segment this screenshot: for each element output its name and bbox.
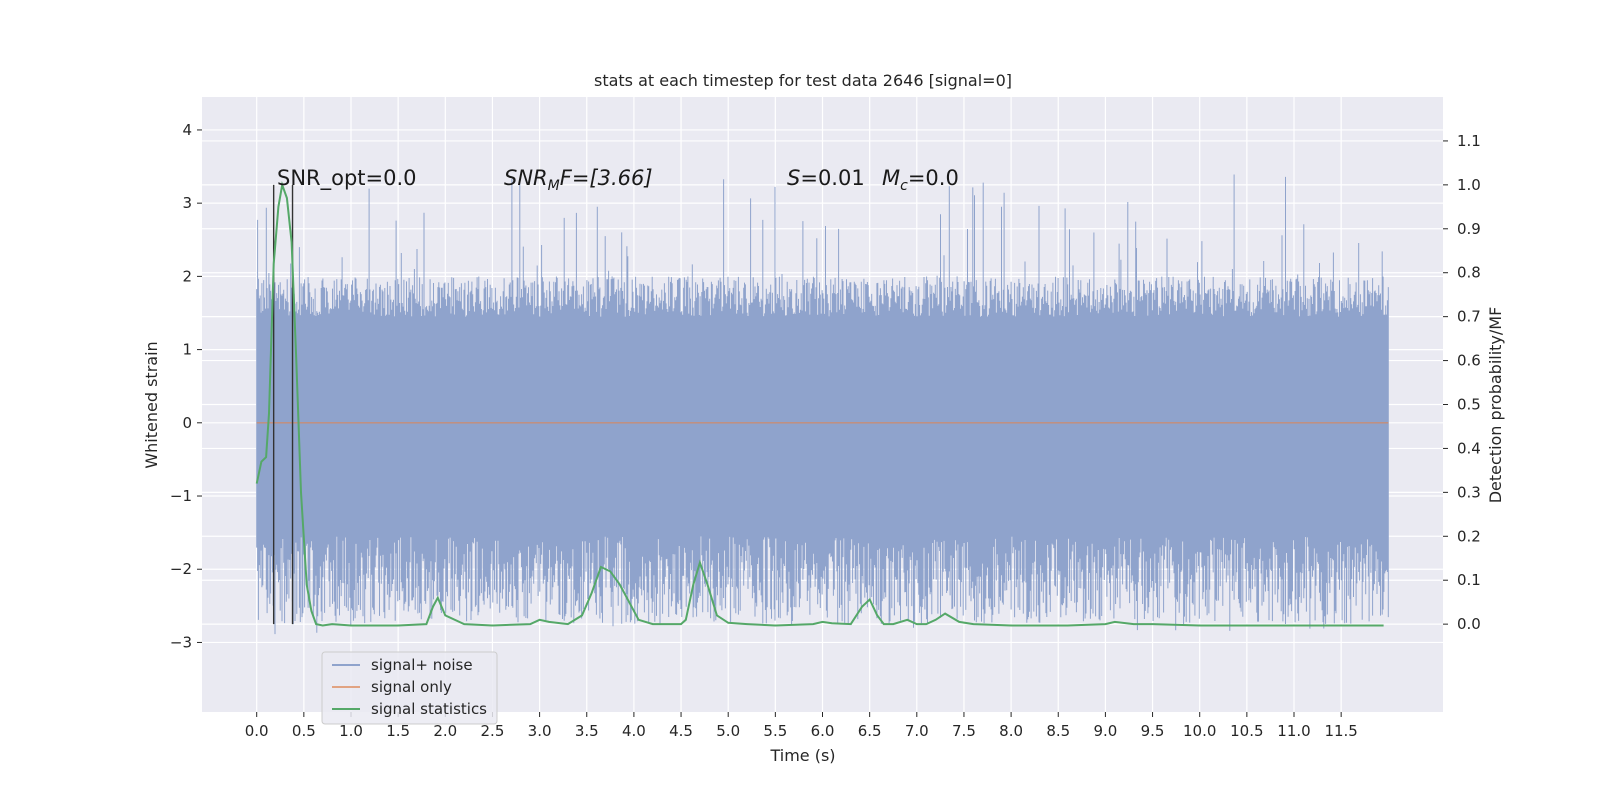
y-axis-label: Whitened strain bbox=[142, 341, 161, 468]
x-tick-label-12: 6.0 bbox=[811, 722, 835, 740]
x-tick-label-17: 8.5 bbox=[1046, 722, 1070, 740]
y-tick-label-2: 2 bbox=[182, 267, 192, 285]
y-right-axis-ticks: 1.1 1.0 0.9 0.8 0.7 0.6 0.5 0.4 0.3 0.2 0.1 0.0 bbox=[1443, 132, 1481, 633]
noise-spikes bbox=[256, 174, 1389, 635]
y-tick-label-3: 1 bbox=[182, 341, 192, 359]
annotation-snr-mf: SNRMF=[3.66] bbox=[504, 166, 653, 194]
legend: signal+ noise signal only signal statist… bbox=[321, 651, 498, 725]
x-tick-label-16: 8.0 bbox=[999, 722, 1023, 740]
y-right-tick-label-0: 1.1 bbox=[1457, 132, 1481, 150]
y-right-tick-label-4: 0.7 bbox=[1457, 308, 1481, 326]
y-right-axis-label: Detection probability/MF bbox=[1486, 307, 1505, 504]
y-right-tick-label-10: 0.1 bbox=[1457, 571, 1481, 589]
chart-title: stats at each timestep for test data 264… bbox=[594, 71, 1012, 90]
x-axis-ticks: 0.0 0.5 1.0 1.5 2.0 2.5 3.0 3.5 4.0 4.5 5.0 5.5 6.0 6… bbox=[245, 712, 1358, 740]
y-right-tick-label-5: 0.6 bbox=[1457, 352, 1481, 370]
x-axis-label: Time (s) bbox=[769, 746, 835, 765]
annotation-mc: Mc=0.0 bbox=[882, 166, 959, 194]
x-tick-label-23: 11.5 bbox=[1324, 722, 1357, 740]
legend-label-noise: signal+ noise bbox=[371, 656, 473, 674]
annotation-snr-opt: SNR_opt=0.0 bbox=[277, 166, 417, 191]
x-tick-label-7: 3.5 bbox=[575, 722, 599, 740]
x-tick-label-3: 1.5 bbox=[386, 722, 410, 740]
y-tick-label-1: 3 bbox=[182, 194, 192, 212]
y-tick-label-5: −1 bbox=[170, 487, 192, 505]
x-tick-label-11: 5.5 bbox=[763, 722, 787, 740]
y-axis-ticks: 4 3 2 1 0 −1 −2 −3 bbox=[170, 121, 202, 651]
y-right-tick-label-11: 0.0 bbox=[1457, 615, 1481, 633]
series-signal-statistics bbox=[255, 180, 1384, 627]
y-tick-label-7: −3 bbox=[170, 633, 192, 651]
x-tick-label-2: 1.0 bbox=[339, 722, 363, 740]
y-right-tick-label-9: 0.2 bbox=[1457, 527, 1481, 545]
x-tick-label-9: 4.5 bbox=[669, 722, 693, 740]
x-tick-label-8: 4.0 bbox=[622, 722, 646, 740]
x-tick-label-6: 3.0 bbox=[528, 722, 552, 740]
x-tick-label-22: 11.0 bbox=[1277, 722, 1310, 740]
y-right-tick-label-7: 0.4 bbox=[1457, 439, 1481, 457]
x-tick-label-5: 2.5 bbox=[481, 722, 505, 740]
y-tick-label-4: 0 bbox=[182, 414, 192, 432]
y-right-tick-label-1: 1.0 bbox=[1457, 176, 1481, 194]
x-tick-label-4: 2.0 bbox=[433, 722, 457, 740]
series-signal-noise bbox=[256, 174, 1389, 635]
annotation-s: S=0.01 bbox=[787, 166, 865, 190]
x-tick-label-20: 10.0 bbox=[1183, 722, 1216, 740]
x-tick-label-21: 10.5 bbox=[1230, 722, 1263, 740]
x-tick-label-10: 5.0 bbox=[716, 722, 740, 740]
legend-label-statistics: signal statistics bbox=[371, 700, 487, 718]
x-tick-label-1: 0.5 bbox=[292, 722, 316, 740]
x-tick-label-19: 9.5 bbox=[1141, 722, 1165, 740]
x-tick-label-15: 7.5 bbox=[952, 722, 976, 740]
x-tick-label-14: 7.0 bbox=[905, 722, 929, 740]
x-tick-label-18: 9.0 bbox=[1093, 722, 1117, 740]
y-tick-label-6: −2 bbox=[170, 560, 192, 578]
y-right-tick-label-6: 0.5 bbox=[1457, 396, 1481, 414]
y-right-tick-label-3: 0.8 bbox=[1457, 264, 1481, 282]
x-tick-label-13: 6.5 bbox=[858, 722, 882, 740]
legend-box bbox=[321, 651, 498, 725]
x-tick-label-0: 0.0 bbox=[245, 722, 269, 740]
y-tick-label-0: 4 bbox=[182, 121, 192, 139]
y-right-tick-label-2: 0.9 bbox=[1457, 220, 1481, 238]
y-right-tick-label-8: 0.3 bbox=[1457, 483, 1481, 501]
legend-label-signal: signal only bbox=[371, 678, 452, 696]
